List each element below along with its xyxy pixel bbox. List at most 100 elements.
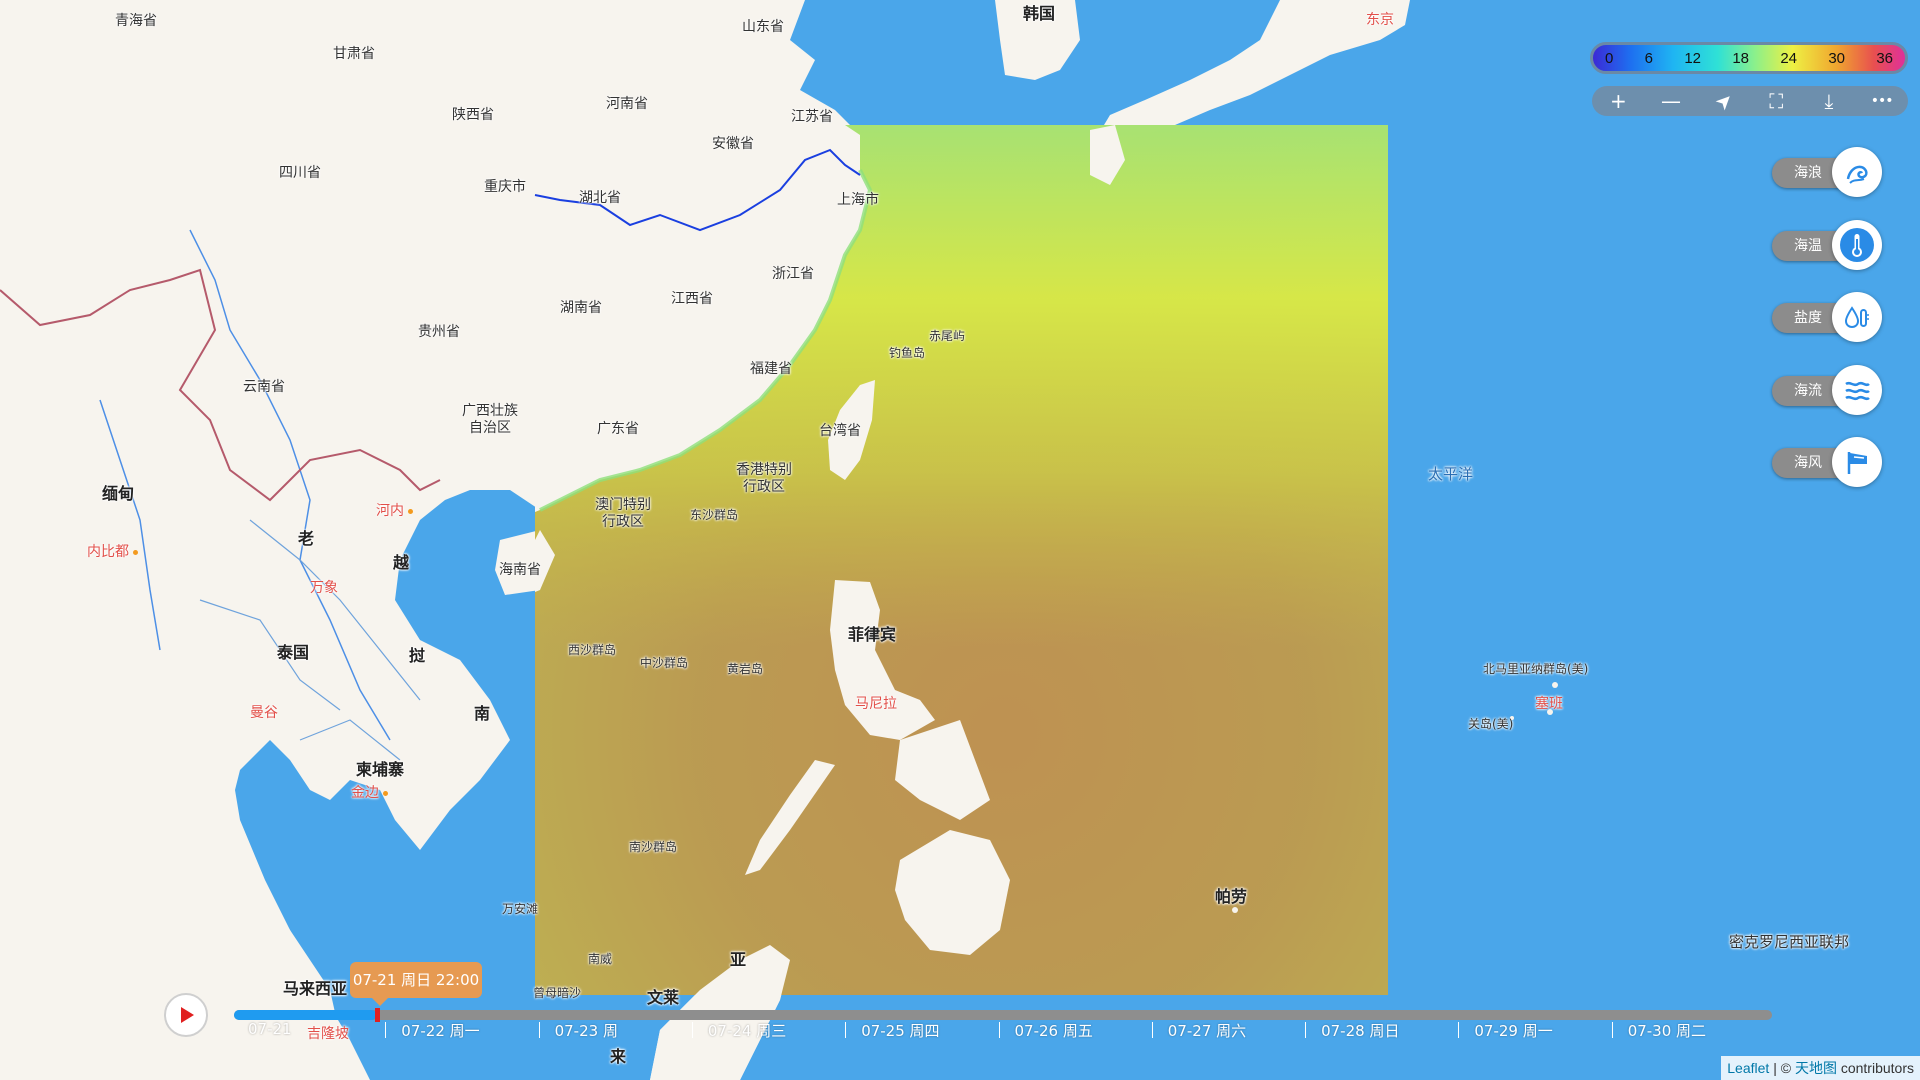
layer-wind-button[interactable]: 海风 [1768, 435, 1884, 489]
land-korea [995, 0, 1080, 80]
label-hubei: 湖北省 [579, 190, 621, 206]
label-jiangxi: 江西省 [671, 291, 713, 307]
layer-salinity-button[interactable]: 盐度 [1768, 290, 1884, 344]
layer-sst-button[interactable]: 海温 [1768, 218, 1884, 272]
leaflet-link[interactable]: Leaflet [1727, 1060, 1770, 1076]
label-phnompenh-text: 金边 [351, 785, 379, 801]
label-sichuan: 四川省 [279, 165, 321, 181]
more-button[interactable]: ••• [1870, 93, 1894, 109]
timeline-tick [998, 1022, 1000, 1038]
timeline-tick [1151, 1022, 1153, 1038]
label-gansu: 甘肃省 [333, 46, 375, 62]
label-hanoi-text: 河内 [376, 503, 404, 519]
download-button[interactable]: ⤓ [1824, 89, 1834, 113]
attribution-suffix: contributors [1840, 1060, 1914, 1076]
label-bangkok: 曼谷 [250, 705, 278, 721]
wind-flag-icon [1832, 437, 1882, 487]
label-guangxi-text: 广西壮族 自治区 [462, 403, 518, 436]
label-lai: 来 [610, 1047, 627, 1066]
timeline-date-label[interactable]: 07-27 周六 [1167, 1022, 1247, 1040]
temperature-legend: 0 6 12 18 24 30 36 [1590, 42, 1908, 74]
zoom-in-button[interactable]: + [1609, 89, 1627, 113]
timeline-tick [385, 1022, 387, 1038]
label-naypyidaw: 内比都 [87, 541, 138, 561]
timeline-handle[interactable] [375, 1008, 380, 1022]
map-toolbar: + — ➤ ⛶ ⤓ ••• [1592, 86, 1908, 116]
label-phnompenh: 金边 [351, 782, 388, 802]
label-palau: 帕劳 [1215, 887, 1248, 906]
label-macau: 澳门特别 行政区 [595, 497, 651, 531]
legend-tick: 12 [1684, 49, 1701, 67]
label-laos-1: 老 [298, 529, 315, 548]
play-button[interactable] [164, 993, 208, 1037]
fullscreen-button[interactable]: ⛶ [1769, 89, 1784, 113]
timeline-date-label[interactable]: 07-21 [248, 1020, 292, 1038]
label-shaanxi: 陕西省 [452, 107, 494, 123]
label-laos-2: 挝 [409, 646, 426, 665]
label-shanghai: 上海市 [837, 192, 879, 208]
attribution: Leaflet | © 天地图 contributors [1721, 1056, 1920, 1080]
label-kualalumpur: 吉隆坡 [307, 1026, 349, 1042]
label-myanmar: 缅甸 [102, 484, 135, 503]
legend-tick: 24 [1780, 49, 1797, 67]
label-guam: 关岛(美) [1468, 717, 1514, 731]
timeline-date-label[interactable]: 07-26 周五 [1014, 1022, 1093, 1040]
label-thailand: 泰国 [277, 643, 310, 662]
timeline-date-label[interactable]: 07-22 周一 [401, 1022, 480, 1040]
label-manila: 马尼拉 [855, 696, 897, 712]
label-anhui: 安徽省 [712, 136, 754, 152]
label-guangdong: 广东省 [597, 421, 639, 437]
label-nanwei: 南威 [588, 952, 613, 966]
tianditu-link[interactable]: 天地图 [1794, 1060, 1837, 1076]
timeline-progress [234, 1010, 377, 1020]
timeline-date-label[interactable]: 07-28 周日 [1321, 1022, 1400, 1040]
current-icon [1832, 365, 1882, 415]
layer-current-button[interactable]: 海流 [1768, 363, 1884, 417]
thermometer-icon [1832, 220, 1882, 270]
label-wanan: 万安滩 [502, 902, 539, 916]
river-yangtze [534, 148, 861, 232]
timeline-track[interactable] [234, 1010, 1772, 1020]
label-yunnan: 云南省 [243, 379, 285, 395]
label-dongsha: 东沙群岛 [690, 508, 739, 522]
attribution-copy: © [1780, 1060, 1792, 1076]
label-korea: 韩国 [1023, 4, 1056, 23]
timeline-date-label[interactable]: 07-24 周三 [707, 1022, 787, 1040]
legend-tick: 6 [1644, 49, 1653, 67]
label-malaysia: 马来西亚 [283, 979, 348, 998]
label-hainan: 海南省 [499, 562, 541, 578]
label-guangxi: 广西壮族 自治区 [462, 403, 518, 437]
label-vietnam-2: 南 [474, 704, 491, 723]
label-micronesia: 密克罗尼西亚联邦 [1729, 933, 1850, 951]
zoom-out-button[interactable]: — [1660, 89, 1681, 113]
label-hongkong-text: 香港特别 行政区 [736, 462, 792, 495]
legend-tick: 0 [1605, 49, 1614, 67]
label-nansha: 南沙群岛 [629, 840, 678, 854]
timeline-tick [538, 1022, 540, 1038]
legend-tick: 36 [1876, 49, 1893, 67]
label-huangyan: 黄岩岛 [727, 662, 764, 676]
timeline-date-label[interactable]: 07-25 周四 [861, 1022, 940, 1040]
timeline-date-label[interactable]: 07-29 周一 [1474, 1022, 1553, 1040]
label-shandong: 山东省 [742, 19, 784, 35]
timeline-date-label[interactable]: 07-23 周 [554, 1022, 618, 1040]
label-hongkong: 香港特别 行政区 [736, 462, 792, 496]
timeline-tick [845, 1022, 847, 1038]
label-jiangsu: 江苏省 [791, 109, 833, 125]
timeline-tick [691, 1022, 693, 1038]
label-zhongsha: 中沙群岛 [640, 656, 689, 670]
label-vietnam-1: 越 [393, 553, 410, 572]
label-pacific: 太平洋 [1428, 465, 1474, 483]
label-naypyidaw-text: 内比都 [87, 544, 129, 560]
label-philippines: 菲律宾 [848, 625, 897, 644]
label-diaoyu: 钓鱼岛 [889, 346, 926, 360]
label-vientiane: 万象 [310, 580, 338, 596]
label-xisha: 西沙群岛 [568, 643, 617, 657]
label-zengmu: 曾母暗沙 [533, 986, 582, 1000]
timeline-date-label[interactable]: 07-30 周二 [1627, 1022, 1707, 1040]
current-time-tooltip: 07-21 周日 22:00 [350, 962, 482, 1006]
layer-wave-button[interactable]: 海浪 [1768, 145, 1884, 199]
border-china [0, 268, 441, 502]
